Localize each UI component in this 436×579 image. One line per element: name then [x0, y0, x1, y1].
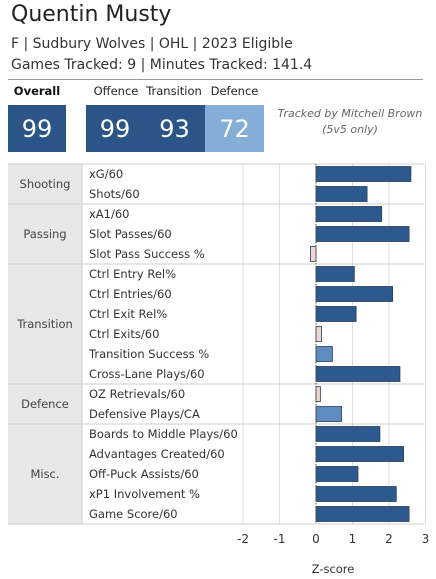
metric-bar [315, 326, 322, 342]
metric-label: Off-Puck Assists/60 [89, 467, 199, 481]
metric-bar [315, 446, 404, 462]
x-tick-label: 3 [422, 532, 430, 546]
group-label: Passing [23, 227, 66, 241]
metric-bar [310, 246, 317, 262]
offence-label: Offence [93, 84, 139, 98]
transition-score: 93 [159, 114, 190, 143]
tracked-summary: Games Tracked: 9 | Minutes Tracked: 141.… [11, 57, 313, 73]
metric-label: Boards to Middle Plays/60 [89, 427, 238, 441]
attribution-note: Tracked by Mitchell Brown (5v5 only) [277, 107, 423, 136]
metric-label: Ctrl Exits/60 [89, 327, 159, 341]
group-band [8, 164, 82, 524]
metric-label: xA1/60 [89, 207, 130, 221]
offence-score-card: 99 [86, 105, 144, 152]
metric-bar [315, 186, 368, 202]
x-tick-label: 0 [312, 532, 320, 546]
x-axis-label: Z-score [312, 562, 355, 576]
overall-label: Overall [13, 84, 61, 98]
metric-bar [315, 346, 333, 362]
player-name: Quentin Musty [11, 2, 172, 27]
metric-label: Defensive Plays/CA [89, 407, 200, 421]
metric-bar [315, 506, 410, 522]
overall-score-card: 99 [8, 105, 66, 152]
x-tick-label: -1 [274, 532, 286, 546]
defence-label: Defence [210, 84, 259, 98]
header-divider [8, 79, 423, 80]
metric-bar [315, 206, 383, 222]
metric-bar [315, 486, 397, 502]
transition-score-card: 93 [144, 105, 205, 152]
metric-bar [315, 366, 401, 382]
metric-label: xP1 Involvement % [89, 487, 200, 501]
metric-bar [315, 286, 394, 302]
metric-label: Cross-Lane Plays/60 [89, 367, 205, 381]
metric-bar [315, 426, 381, 442]
metric-label: xG/60 [89, 167, 123, 181]
metric-bar [315, 386, 321, 402]
group-label: Defence [21, 397, 69, 411]
overall-score: 99 [21, 114, 53, 143]
metric-bar [315, 306, 357, 322]
metric-bar [315, 166, 412, 182]
metric-label: Shots/60 [89, 187, 140, 201]
metric-label: Transition Success % [88, 347, 209, 361]
group-label: Misc. [30, 467, 59, 481]
group-label: Transition [16, 317, 73, 331]
metric-label: Ctrl Entry Rel% [89, 267, 176, 281]
defence-score: 72 [219, 114, 250, 143]
metric-label: Ctrl Entries/60 [89, 287, 172, 301]
metric-bar [315, 406, 342, 422]
metric-label: Ctrl Exit Rel% [89, 307, 167, 321]
defence-score-card: 72 [205, 105, 264, 152]
offence-score: 99 [99, 114, 131, 143]
transition-label: Transition [146, 84, 202, 98]
x-tick-label: -2 [237, 532, 249, 546]
metric-bar [315, 226, 410, 242]
group-label: Shooting [20, 177, 71, 191]
metric-label: Slot Pass Success % [89, 247, 205, 261]
metric-bar [315, 466, 359, 482]
metric-label: Game Score/60 [89, 507, 178, 521]
metric-label: Slot Passes/60 [89, 227, 172, 241]
x-tick-label: 2 [385, 532, 393, 546]
metric-bar [315, 266, 355, 282]
metric-label: Advantages Created/60 [89, 447, 225, 461]
player-subtitle: F | Sudbury Wolves | OHL | 2023 Eligible [11, 36, 293, 52]
x-tick-label: 1 [349, 532, 357, 546]
metric-label: OZ Retrievals/60 [89, 387, 185, 401]
